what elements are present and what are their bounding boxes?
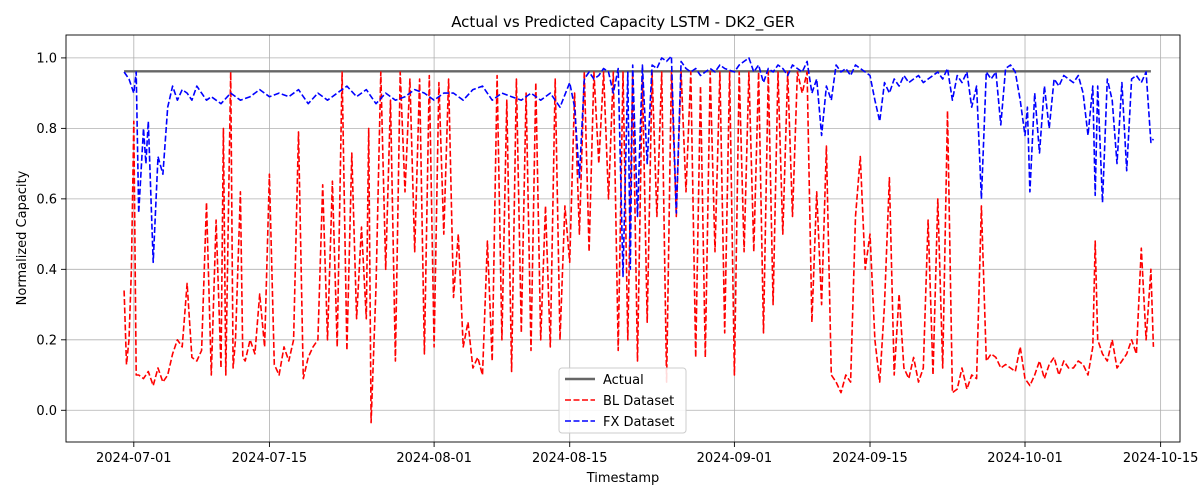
- x-tick-label: 2024-08-01: [396, 451, 472, 466]
- y-axis: 0.0 0.2 0.4 0.6 0.8 1.0: [36, 51, 66, 419]
- x-axis: 2024-07-01 2024-07-15 2024-08-01 2024-08-15…: [96, 442, 1198, 466]
- y-tick-label: 0.4: [36, 263, 57, 278]
- y-tick-label: 0.0: [36, 404, 57, 419]
- y-tick-label: 0.8: [36, 122, 57, 137]
- x-tick-label: 2024-08-15: [532, 451, 608, 466]
- legend-label: Actual: [603, 373, 644, 388]
- legend-box: [558, 367, 687, 434]
- x-tick-label: 2024-09-01: [697, 451, 773, 466]
- x-tick-label: 2024-07-15: [232, 451, 308, 466]
- x-tick-label: 2024-10-15: [1123, 451, 1199, 466]
- y-axis-label: Normalized Capacity: [15, 170, 30, 305]
- legend-label: FX Dataset: [603, 415, 674, 430]
- y-tick-label: 0.2: [36, 333, 57, 348]
- x-axis-label: Timestamp: [586, 471, 660, 486]
- series-line-bl-dataset: [123, 71, 1155, 424]
- x-tick-label: 2024-10-01: [987, 451, 1063, 466]
- y-tick-label: 1.0: [36, 51, 57, 66]
- x-tick-label: 2024-09-15: [832, 451, 908, 466]
- legend-label: BL Dataset: [603, 394, 674, 409]
- chart-title: Actual vs Predicted Capacity LSTM - DK2_…: [451, 13, 795, 32]
- y-tick-label: 0.6: [36, 192, 57, 207]
- grid: [66, 35, 1180, 442]
- plot-frame: [65, 34, 1181, 443]
- series-line-fx-dataset: [123, 55, 1155, 278]
- plot-lines: [123, 55, 1155, 424]
- legend: Actual BL Dataset FX Dataset: [558, 367, 687, 434]
- x-tick-label: 2024-07-01: [96, 451, 172, 466]
